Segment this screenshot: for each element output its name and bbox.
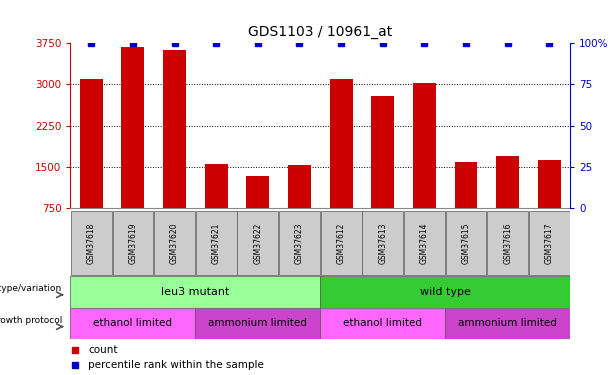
Text: GSM37622: GSM37622: [253, 222, 262, 264]
Bar: [362, 211, 403, 275]
Bar: [321, 211, 362, 275]
Bar: [487, 211, 528, 275]
Text: ammonium limited: ammonium limited: [208, 318, 307, 328]
Bar: [529, 211, 569, 275]
Bar: [413, 83, 436, 208]
Bar: [330, 79, 352, 208]
Text: percentile rank within the sample: percentile rank within the sample: [88, 360, 264, 370]
Bar: [279, 211, 320, 275]
Bar: [163, 50, 186, 208]
Text: GSM37615: GSM37615: [462, 222, 471, 264]
Bar: [237, 211, 278, 275]
Text: GSM37617: GSM37617: [545, 222, 554, 264]
Bar: [70, 276, 320, 308]
Bar: [371, 96, 394, 208]
Bar: [320, 308, 445, 339]
Text: wild type: wild type: [420, 286, 471, 297]
Text: GSM37612: GSM37612: [337, 222, 346, 264]
Bar: [496, 156, 519, 208]
Text: GSM37613: GSM37613: [378, 222, 387, 264]
Text: GSM37620: GSM37620: [170, 222, 179, 264]
Text: GSM37614: GSM37614: [420, 222, 429, 264]
Bar: [404, 211, 445, 275]
Bar: [71, 211, 112, 275]
Bar: [538, 160, 561, 208]
Bar: [288, 165, 311, 208]
Bar: [113, 211, 153, 275]
Bar: [121, 47, 145, 208]
Text: ethanol limited: ethanol limited: [343, 318, 422, 328]
Text: GSM37618: GSM37618: [87, 222, 96, 264]
Bar: [154, 211, 195, 275]
Text: GSM37623: GSM37623: [295, 222, 304, 264]
Text: count: count: [88, 345, 118, 355]
Bar: [196, 308, 320, 339]
Text: GSM37616: GSM37616: [503, 222, 512, 264]
Bar: [320, 276, 570, 308]
Bar: [196, 211, 237, 275]
Bar: [80, 79, 103, 208]
Text: ethanol limited: ethanol limited: [93, 318, 172, 328]
Text: ammonium limited: ammonium limited: [458, 318, 557, 328]
Bar: [70, 308, 196, 339]
Text: genotype/variation: genotype/variation: [0, 284, 62, 293]
Bar: [446, 211, 486, 275]
Text: GSM37619: GSM37619: [129, 222, 137, 264]
Text: growth protocol: growth protocol: [0, 316, 62, 325]
Title: GDS1103 / 10961_at: GDS1103 / 10961_at: [248, 26, 392, 39]
Bar: [246, 176, 269, 208]
Bar: [455, 162, 478, 208]
Text: leu3 mutant: leu3 mutant: [161, 286, 230, 297]
Bar: [205, 164, 227, 208]
Text: GSM37621: GSM37621: [211, 222, 221, 264]
Bar: [445, 308, 570, 339]
